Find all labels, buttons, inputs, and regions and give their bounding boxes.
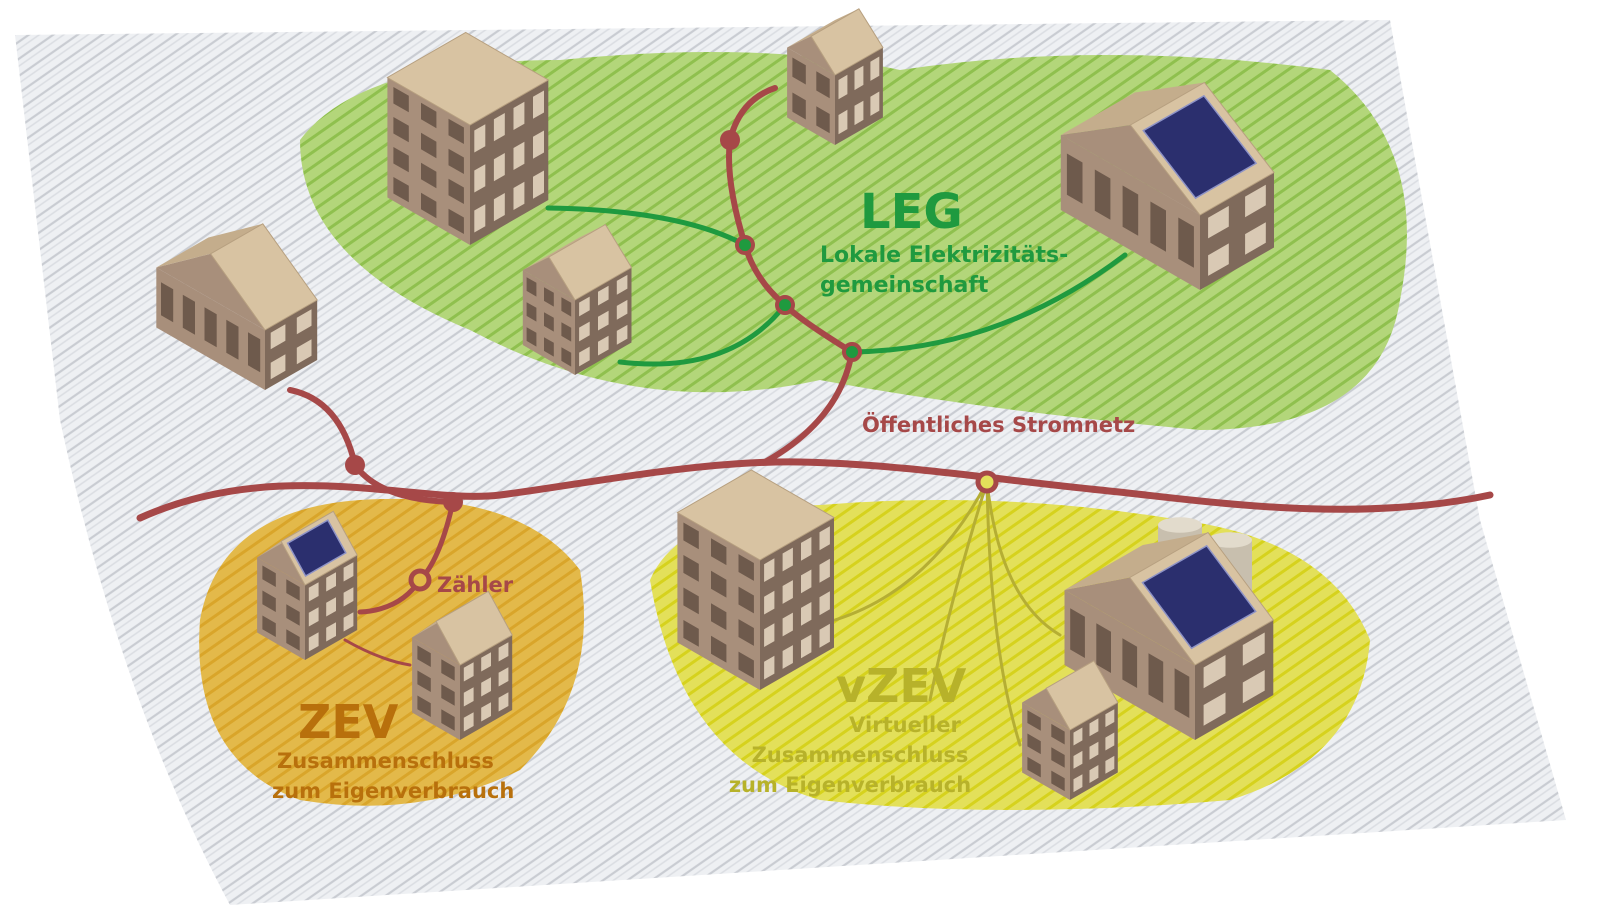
vzev-subtitle: Virtueller [849, 713, 961, 737]
window [1096, 623, 1111, 673]
meter-node [411, 571, 429, 589]
window [1175, 668, 1190, 718]
diagram: LEG Lokale Elektrizitäts- gemeinschaft Ö… [0, 0, 1606, 919]
meter-label: Zähler [437, 573, 514, 597]
vzev-subtitle: zum Eigenverbrauch [729, 773, 971, 797]
vzev-title: vZEV [836, 659, 967, 713]
leg-node [844, 344, 860, 360]
window [161, 282, 173, 322]
grid-node [720, 130, 740, 150]
grid-node [345, 455, 365, 475]
window [1070, 608, 1085, 658]
vzev-node [978, 473, 996, 491]
zev-title: ZEV [298, 695, 399, 749]
window [248, 332, 260, 372]
vzev-subtitle: Zusammenschluss [752, 743, 969, 767]
window [1122, 638, 1137, 688]
silo-top [1158, 517, 1202, 532]
grid-label: Öffentliches Stromnetz [862, 412, 1135, 437]
leg-subtitle: Lokale Elektrizitäts- [820, 243, 1068, 268]
leg-subtitle: gemeinschaft [820, 273, 989, 298]
leg-node [777, 297, 793, 313]
leg-node [737, 237, 753, 253]
zev-subtitle: Zusammenschluss [277, 749, 494, 773]
window [205, 307, 217, 347]
window [226, 320, 238, 360]
leg-title: LEG [860, 184, 963, 240]
grid-node [443, 492, 463, 512]
zev-subtitle: zum Eigenverbrauch [272, 779, 514, 803]
window [183, 295, 195, 335]
window [1149, 653, 1164, 703]
